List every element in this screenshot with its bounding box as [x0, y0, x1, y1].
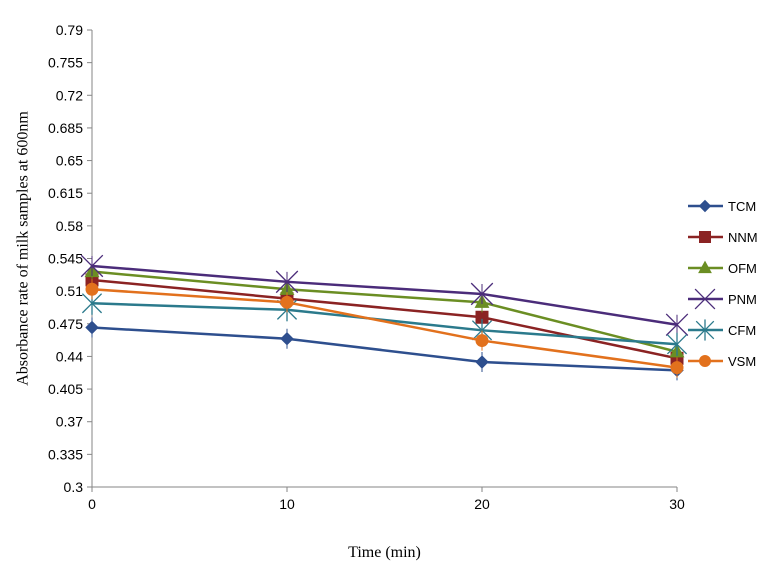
legend-label: PNM: [728, 292, 757, 307]
data-point: [475, 334, 489, 348]
y-axis-ticks: 0.3 0.335 0.37 0.405 0.44 0.475 0.51 0.545 0.58 0…: [48, 22, 92, 495]
data-point: [85, 282, 99, 296]
marker-stroke: [80, 254, 104, 278]
marker-stroke: [694, 288, 716, 310]
data-point: [470, 282, 494, 306]
series-line: [91, 288, 678, 369]
legend-marker: [699, 355, 711, 367]
y-tick-label: 0.79: [56, 22, 83, 38]
legend-label: OFM: [728, 261, 757, 276]
y-tick-label: 0.545: [48, 251, 83, 267]
y-tick-label: 0.3: [64, 479, 84, 495]
x-axis-ticks: 0 10 20 30: [88, 487, 685, 512]
series-line: [91, 302, 678, 346]
y-tick-label: 0.405: [48, 381, 83, 397]
y-tick-label: 0.44: [56, 348, 83, 364]
data-point: [80, 254, 104, 278]
data-point: [670, 361, 684, 375]
data-point: [666, 332, 688, 356]
x-axis-title: Time (min): [348, 544, 421, 561]
legend-item-vsm: VSM: [688, 354, 756, 369]
y-tick-label: 0.37: [56, 414, 83, 430]
legend-label: VSM: [728, 354, 756, 369]
data-point: [275, 270, 299, 294]
marker-stroke: [470, 282, 494, 306]
series-pnm: [80, 254, 689, 336]
x-tick-label: 0: [88, 496, 96, 512]
legend-label: CFM: [728, 323, 756, 338]
y-tick-label: 0.335: [48, 446, 83, 462]
legend-marker: [694, 288, 716, 310]
series-vsm: [85, 279, 684, 378]
legend-item-nnm: NNM: [688, 230, 758, 245]
x-tick-label: 30: [669, 496, 685, 512]
legend-label: NNM: [728, 230, 758, 245]
legend-item-tcm: TCM: [688, 199, 756, 214]
y-tick-label: 0.475: [48, 316, 83, 332]
data-point: [280, 295, 294, 309]
y-tick-label: 0.685: [48, 120, 83, 136]
data-point: [665, 313, 689, 336]
x-tick-label: 20: [474, 496, 490, 512]
y-tick-label: 0.58: [56, 218, 83, 234]
legend-marker: [698, 199, 712, 213]
series-line: [91, 264, 678, 326]
series-tcm: [85, 317, 684, 381]
x-tick-label: 10: [279, 496, 295, 512]
series-cfm: [81, 291, 688, 356]
legend-item-cfm: CFM: [688, 319, 756, 341]
series-layer: [80, 254, 689, 381]
legend-marker: [699, 231, 711, 243]
y-tick-label: 0.72: [56, 87, 83, 103]
y-tick-label: 0.615: [48, 185, 83, 201]
legend: TCM NNM OFM PNM CFM VSM: [688, 199, 758, 369]
legend-item-ofm: OFM: [688, 260, 757, 276]
legend-label: TCM: [728, 199, 756, 214]
data-point: [85, 320, 99, 335]
y-tick-label: 0.65: [56, 153, 83, 169]
series-line: [91, 326, 678, 372]
axes: [91, 30, 677, 488]
legend-marker: [695, 319, 715, 341]
legend-item-pnm: PNM: [688, 288, 757, 310]
marker-stroke: [275, 270, 299, 294]
legend-marker: [698, 260, 712, 274]
marker-stroke: [665, 313, 689, 336]
y-axis-title: Absorbance rate of milk samples at 600nm: [15, 111, 32, 386]
y-tick-label: 0.51: [56, 283, 83, 299]
series-line: [91, 270, 678, 353]
data-point: [280, 332, 294, 346]
data-point: [475, 355, 489, 369]
y-tick-label: 0.755: [48, 55, 83, 71]
